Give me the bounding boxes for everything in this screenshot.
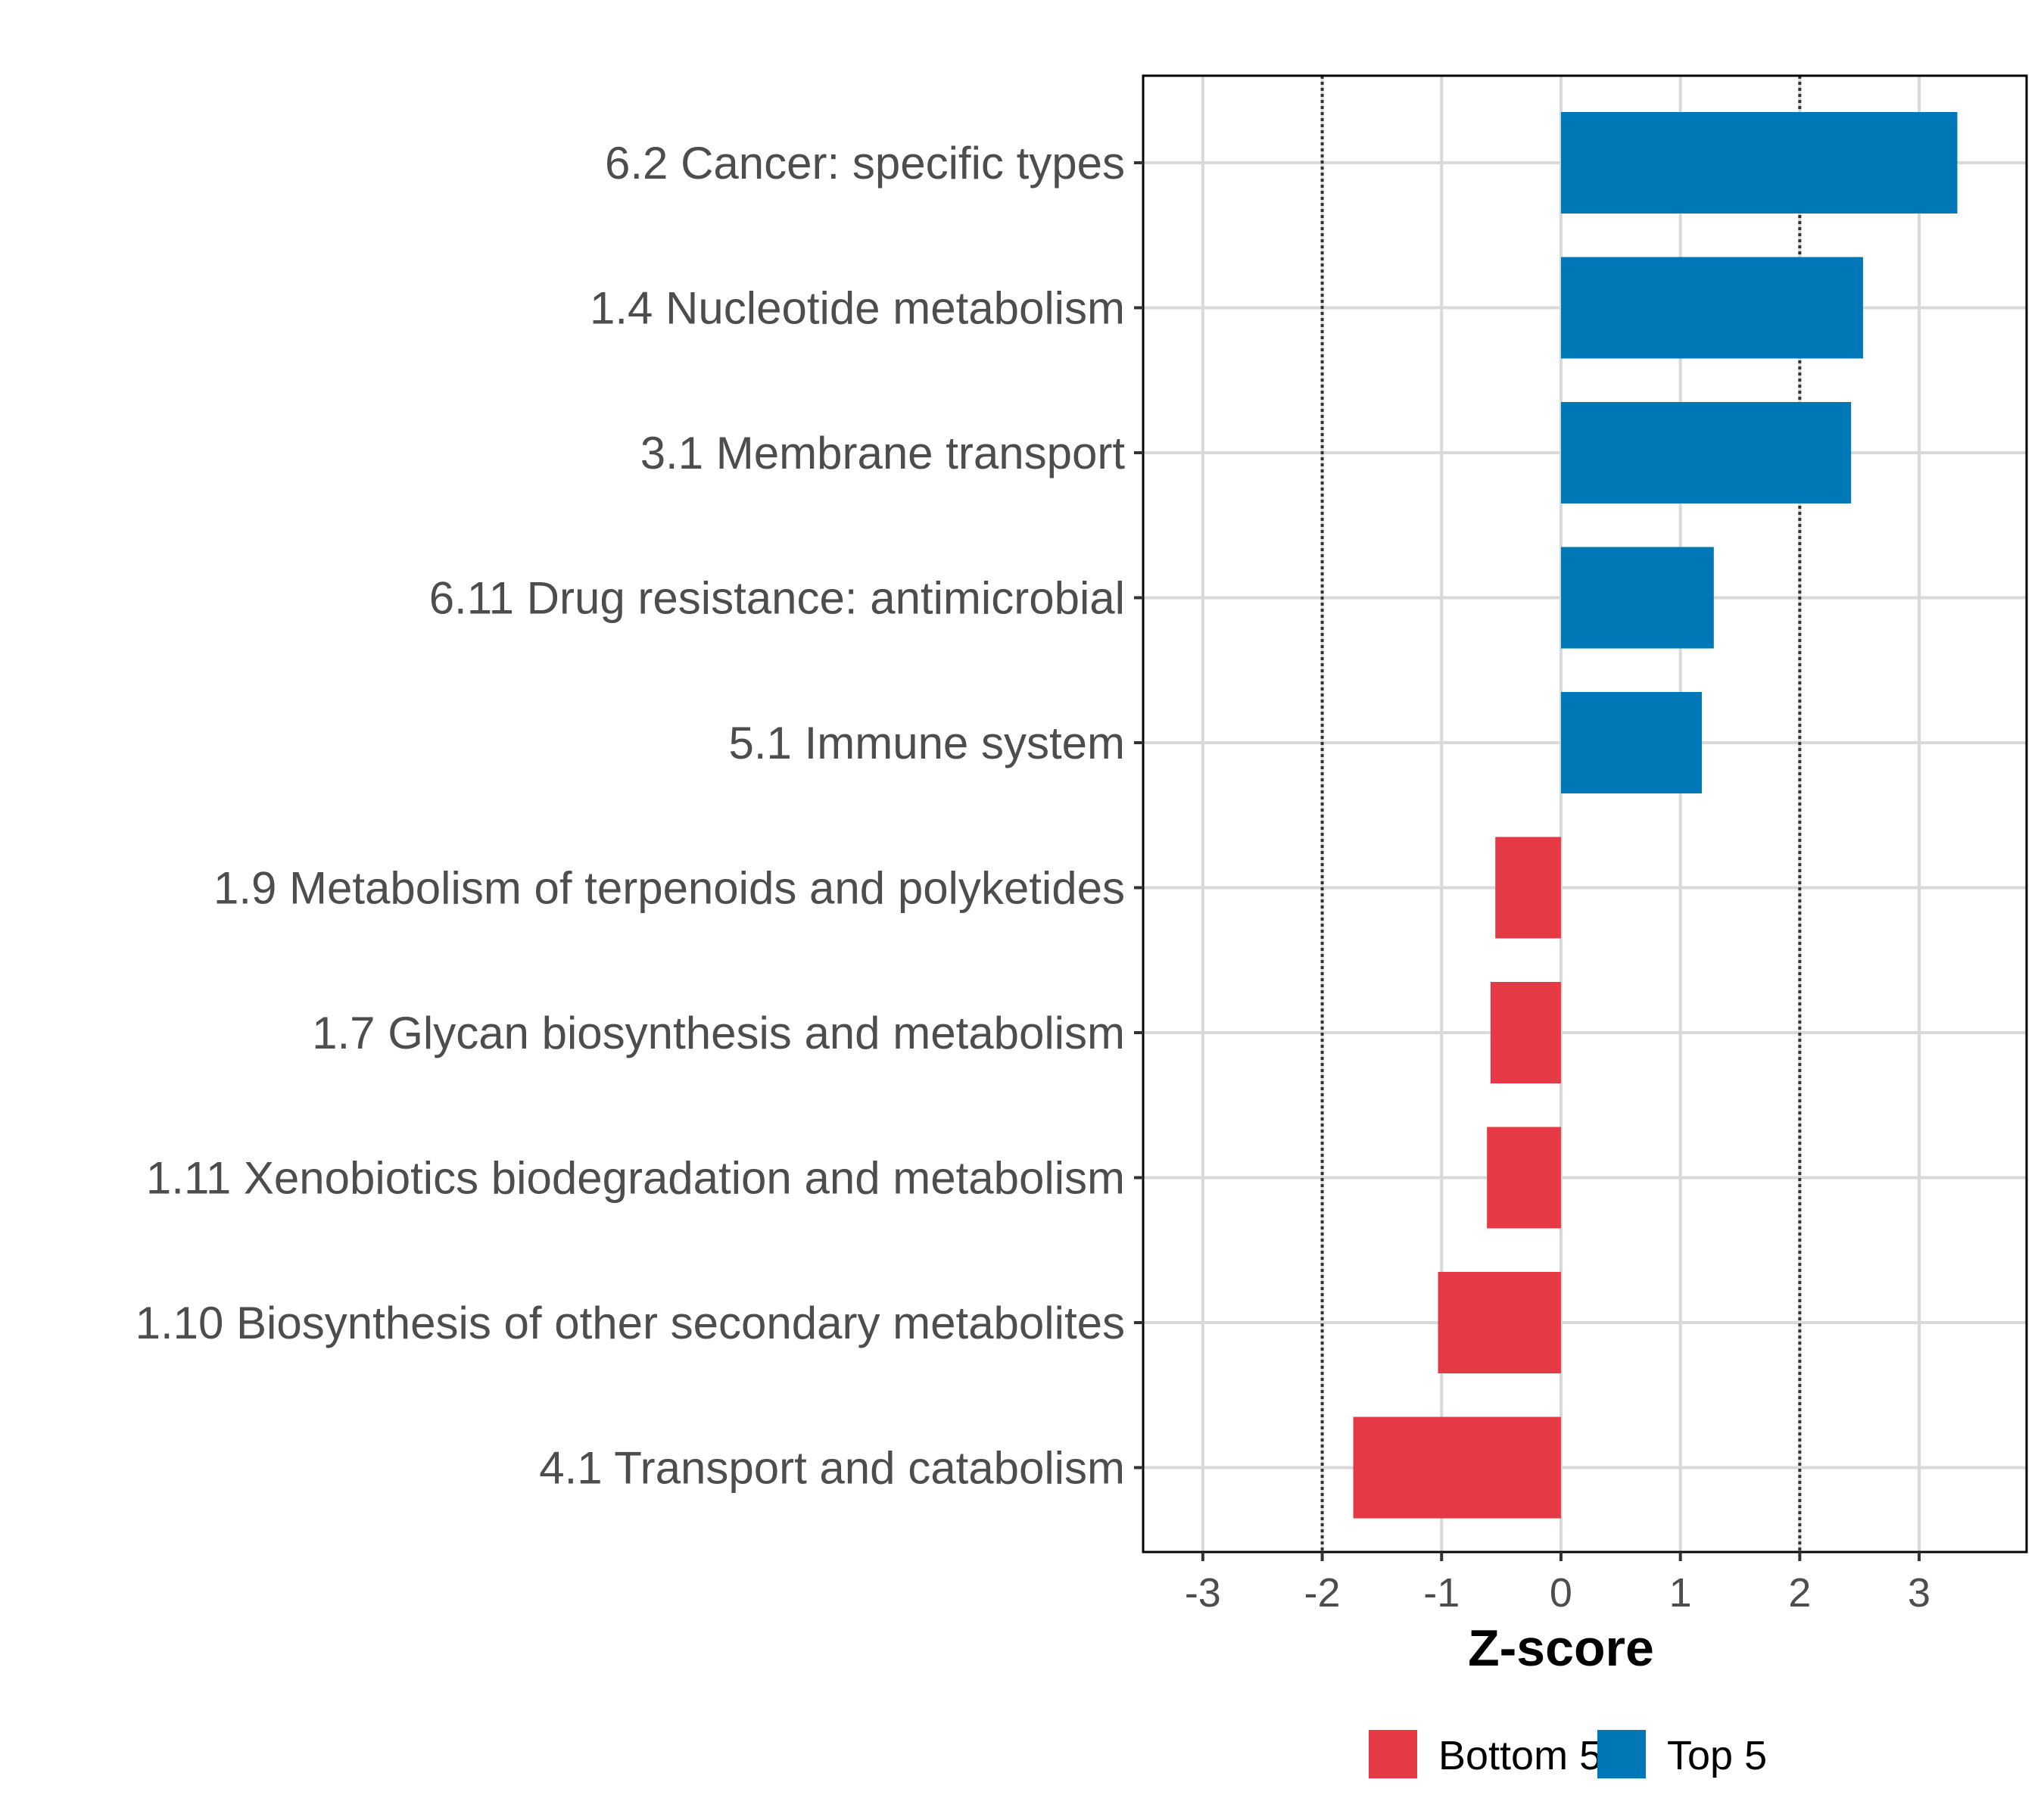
- category-label: 6.2 Cancer: specific types: [605, 138, 1125, 189]
- bar: [1495, 837, 1561, 939]
- bar: [1560, 257, 1863, 359]
- x-tick-label: 0: [1550, 1570, 1572, 1616]
- category-label: 1.11 Xenobiotics biodegradation and meta…: [146, 1153, 1125, 1204]
- category-label: 6.11 Drug resistance: antimicrobial: [429, 573, 1125, 624]
- y-axis: 6.2 Cancer: specific types 1.4 Nucleotide…: [136, 138, 1143, 1494]
- bar: [1438, 1272, 1561, 1373]
- bar: [1560, 547, 1714, 649]
- category-label: 1.10 Biosynthesis of other secondary met…: [136, 1298, 1125, 1348]
- bars: [1353, 112, 1958, 1519]
- category-label: 5.1 Immune system: [728, 718, 1125, 768]
- x-tick-label: 1: [1669, 1570, 1692, 1616]
- reference-lines: [1320, 76, 1802, 1552]
- x-tick-label: -2: [1304, 1570, 1341, 1616]
- bar: [1487, 1127, 1561, 1229]
- x-tick-label: -1: [1423, 1570, 1460, 1616]
- legend: Bottom 5 Top 5: [1369, 1730, 1767, 1778]
- category-label: 1.7 Glycan biosynthesis and metabolism: [312, 1008, 1125, 1058]
- legend-label: Bottom 5: [1438, 1733, 1602, 1778]
- category-label: 1.4 Nucleotide metabolism: [590, 283, 1125, 334]
- x-tick-label: -3: [1185, 1570, 1221, 1616]
- x-tick-label: 3: [1908, 1570, 1930, 1616]
- bar: [1560, 692, 1703, 793]
- legend-label: Top 5: [1667, 1733, 1767, 1778]
- legend-swatch: [1369, 1730, 1417, 1778]
- x-axis: -3 -2 -1 0 1 2 3: [1185, 1552, 1930, 1616]
- category-label: 1.9 Metabolism of terpenoids and polyket…: [213, 863, 1125, 914]
- bar: [1560, 402, 1852, 503]
- legend-swatch: [1597, 1730, 1646, 1778]
- bar: [1353, 1417, 1561, 1519]
- category-label: 3.1 Membrane transport: [640, 428, 1126, 478]
- x-tick-label: 2: [1788, 1570, 1811, 1616]
- bar: [1560, 112, 1958, 213]
- panel-border: [1142, 74, 2028, 1554]
- bar: [1490, 982, 1561, 1083]
- category-label: 4.1 Transport and catabolism: [539, 1443, 1125, 1494]
- x-axis-title: Z-score: [1468, 1619, 1654, 1677]
